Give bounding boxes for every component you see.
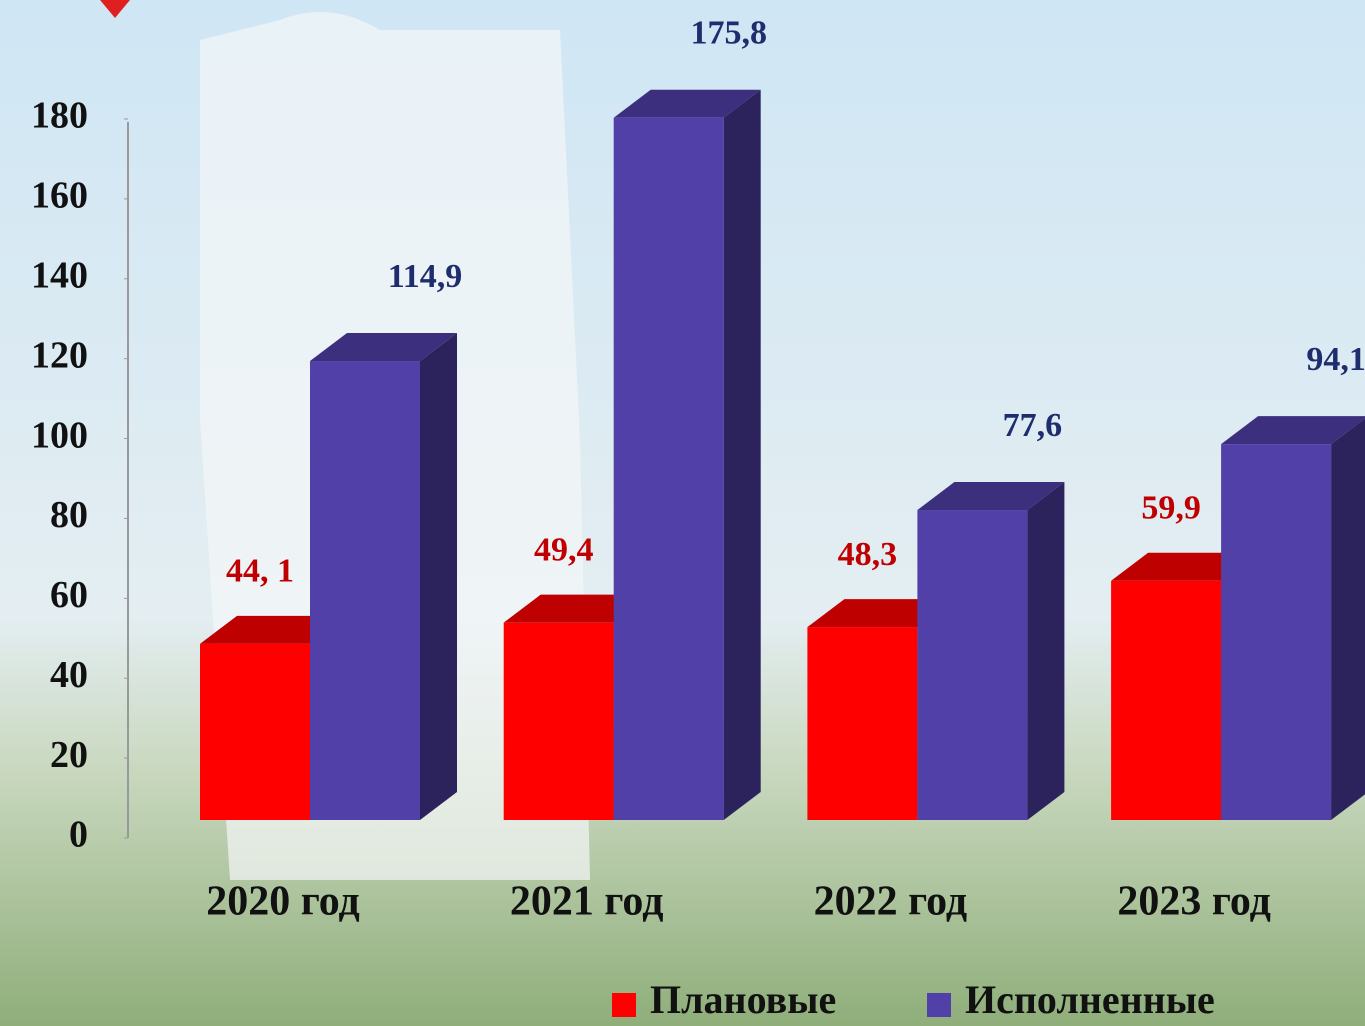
bar (504, 623, 614, 820)
y-tick-label: 140 (31, 254, 88, 296)
value-label: 49,4 (534, 531, 594, 568)
bar (1111, 581, 1221, 820)
value-label: 48,3 (838, 536, 898, 573)
y-tick-label: 80 (50, 494, 88, 536)
bar-side (420, 333, 457, 820)
chart: 0 20 40 60 80 100 120 140 160 180 44, 1 114,9 2020 г… (0, 0, 1365, 1026)
legend-label: Исполненные (965, 977, 1215, 1022)
value-label: 114,9 (388, 258, 463, 295)
y-tick-label: 20 (50, 734, 88, 776)
y-tick-label: 100 (31, 414, 88, 456)
legend-swatch (612, 993, 636, 1017)
x-tick-label: 2022 год (814, 879, 968, 925)
value-label: 44, 1 (226, 553, 294, 590)
value-label: 77,6 (1003, 407, 1063, 444)
bar-side (1331, 416, 1365, 820)
y-tick-label: 40 (50, 654, 88, 696)
bar (310, 361, 420, 820)
value-label: 175,8 (690, 15, 767, 52)
bar (614, 118, 724, 820)
legend-label: Плановые (650, 977, 836, 1022)
y-tick-label: 60 (50, 574, 88, 616)
x-tick-label: 2023 год (1117, 879, 1271, 925)
y-tick-label: 160 (31, 175, 88, 217)
x-tick-label: 2021 год (510, 879, 664, 925)
y-tick-label: 0 (69, 814, 88, 856)
bar (917, 510, 1027, 820)
value-label: 94,1 (1306, 341, 1365, 378)
x-tick-label: 2020 год (206, 879, 360, 925)
bar-side (1027, 482, 1064, 820)
bar (200, 644, 310, 820)
bar-side (724, 90, 761, 820)
value-label: 59,9 (1141, 490, 1201, 527)
bar (1221, 444, 1331, 820)
y-tick-label: 180 (31, 95, 88, 137)
legend-swatch (927, 993, 951, 1017)
bar (807, 627, 917, 820)
y-tick-label: 120 (31, 334, 88, 376)
